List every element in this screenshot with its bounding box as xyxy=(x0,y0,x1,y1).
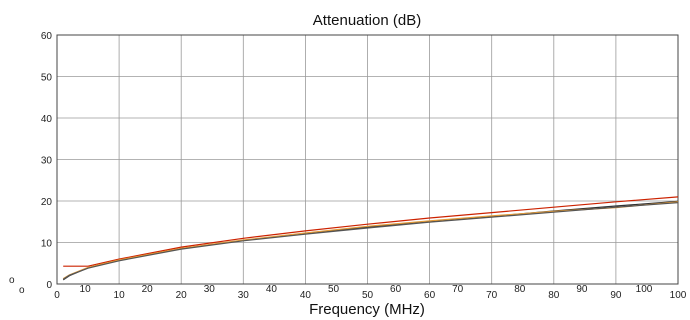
series-line-1 xyxy=(63,196,679,267)
x-tick-label: 60 xyxy=(424,290,436,301)
corner-label: o xyxy=(19,285,25,296)
x-tick-label: 0 xyxy=(54,290,60,301)
y-tick-label: 40 xyxy=(41,114,53,125)
x-tick-label: 80 xyxy=(548,290,560,301)
x-secondary-tick-label: 70 xyxy=(452,284,464,295)
x-secondary-tick-label: 90 xyxy=(576,284,588,295)
y-tick-label: 50 xyxy=(41,73,53,84)
x-tick-label: 90 xyxy=(610,290,622,301)
series-line-3 xyxy=(62,201,679,280)
series-line-4 xyxy=(62,202,679,280)
x-secondary-tick-label: 10 xyxy=(80,284,92,295)
y-tick-label: 0 xyxy=(46,280,52,291)
x-secondary-tick-label: 60 xyxy=(390,284,402,295)
x-tick-labels: 0 10 20 30 40 50 60 70 80 90 100 10 20 30 40 50 60 70 80 90… xyxy=(54,284,687,301)
corner-label: o xyxy=(9,275,15,286)
x-secondary-tick-label: 40 xyxy=(266,284,278,295)
x-axis-label: Frequency (MHz) xyxy=(309,301,425,318)
series-lines xyxy=(62,196,679,281)
chart-title: Attenuation (dB) xyxy=(313,12,421,29)
x-secondary-tick-label: 100 xyxy=(636,284,653,295)
y-tick-labels: 0 10 20 30 40 50 60 xyxy=(41,31,53,291)
grid xyxy=(56,34,679,285)
series-line-2 xyxy=(62,200,679,281)
y-tick-label: 10 xyxy=(41,239,53,250)
y-tick-label: 30 xyxy=(41,156,53,167)
x-tick-label: 50 xyxy=(362,290,374,301)
x-tick-label: 10 xyxy=(114,290,126,301)
x-secondary-tick-label: 30 xyxy=(204,284,216,295)
x-tick-label: 30 xyxy=(238,290,250,301)
x-secondary-tick-label: 80 xyxy=(514,284,526,295)
x-tick-label: 70 xyxy=(486,290,498,301)
x-secondary-tick-label: 20 xyxy=(142,284,154,295)
y-tick-label: 20 xyxy=(41,197,53,208)
y-tick-label: 60 xyxy=(41,31,53,42)
plot-frame xyxy=(56,34,679,285)
x-tick-label: 20 xyxy=(176,290,188,301)
x-tick-label: 100 xyxy=(670,290,687,301)
x-secondary-tick-label: 50 xyxy=(328,284,340,295)
x-tick-label: 40 xyxy=(300,290,312,301)
